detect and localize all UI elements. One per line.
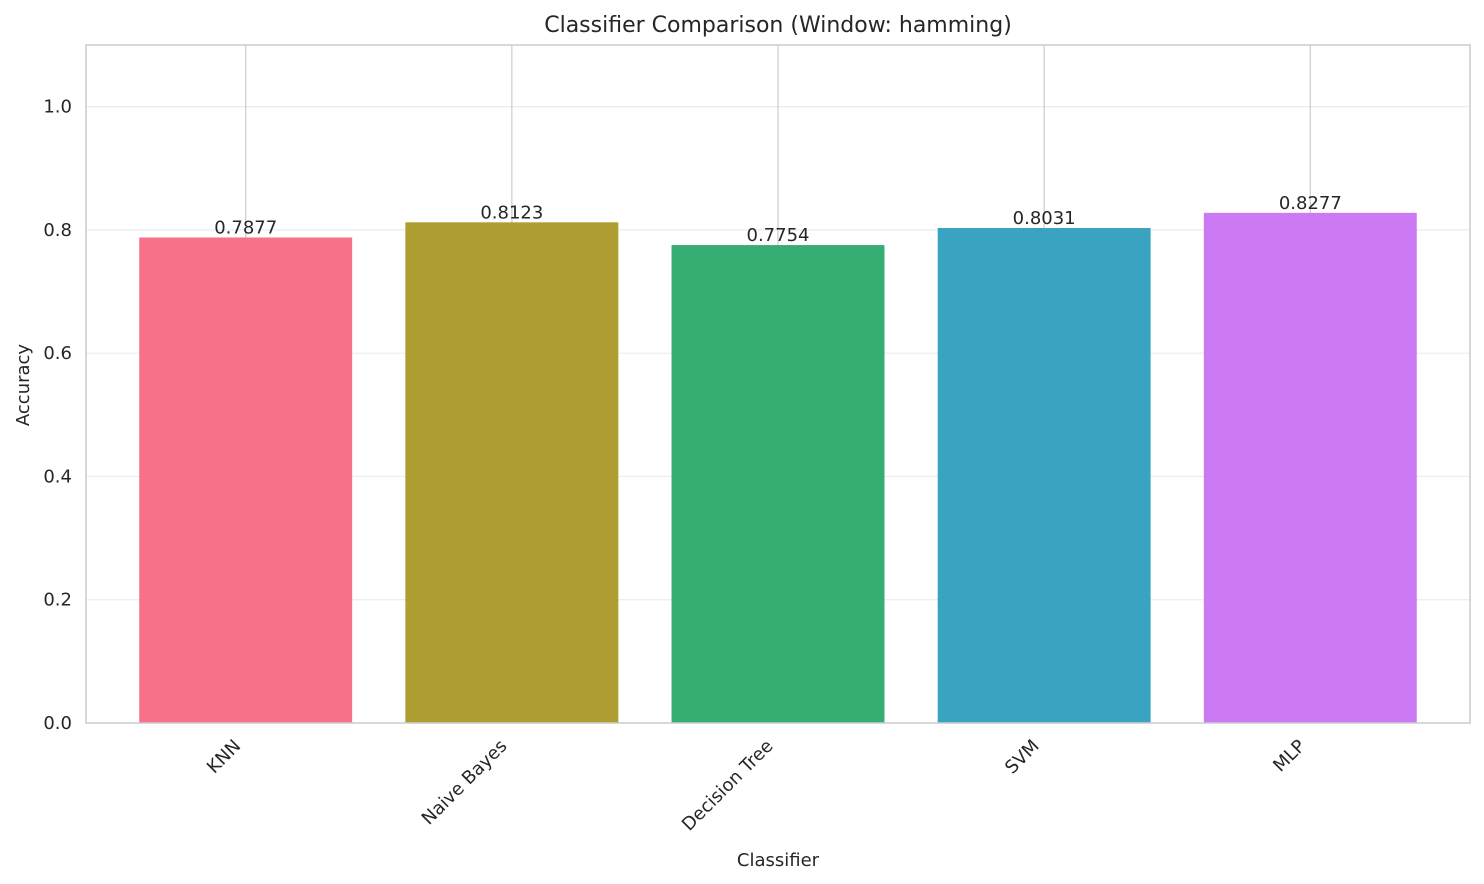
bar-value-label: 0.8123 bbox=[480, 202, 543, 223]
y-tick-label: 0.0 bbox=[43, 713, 72, 734]
x-tick-label: SVM bbox=[1001, 736, 1044, 779]
bar-svm bbox=[937, 227, 1151, 724]
y-tick-label: 0.8 bbox=[43, 220, 72, 241]
bars bbox=[139, 212, 1417, 724]
y-tick-labels: 0.0 0.2 0.4 0.6 0.8 1.0 bbox=[43, 97, 72, 734]
bar-value-label: 0.8031 bbox=[1013, 208, 1076, 229]
chart-title: Classifier Comparison (Window: hamming) bbox=[544, 13, 1012, 38]
x-tick-label: Decision Tree bbox=[678, 736, 778, 836]
bar-mlp bbox=[1203, 212, 1417, 723]
bar-value-label: 0.7754 bbox=[747, 225, 810, 246]
x-tick-label: MLP bbox=[1269, 736, 1310, 777]
bar-naive-bayes bbox=[405, 222, 619, 723]
bar-knn bbox=[139, 237, 353, 723]
x-tick-label: KNN bbox=[203, 736, 245, 778]
y-tick-label: 1.0 bbox=[43, 97, 72, 118]
bar-value-label: 0.7877 bbox=[214, 217, 277, 238]
y-tick-label: 0.4 bbox=[43, 466, 72, 487]
plot-frame bbox=[85, 44, 1471, 724]
y-tick-label: 0.2 bbox=[43, 590, 72, 611]
bar-decision-tree bbox=[671, 245, 885, 723]
bar-value-labels: 0.7877 0.8123 0.7754 0.8031 0.8277 bbox=[214, 193, 1342, 246]
x-tick-label: Naive Bayes bbox=[418, 736, 512, 830]
y-tick-label: 0.6 bbox=[43, 343, 72, 364]
y-axis-label: Accuracy bbox=[13, 344, 34, 427]
x-axis-label: Classifier bbox=[737, 850, 820, 871]
bar-value-label: 0.8277 bbox=[1279, 193, 1342, 214]
x-tick-labels: KNN Naive Bayes Decision Tree SVM MLP bbox=[203, 736, 1310, 836]
